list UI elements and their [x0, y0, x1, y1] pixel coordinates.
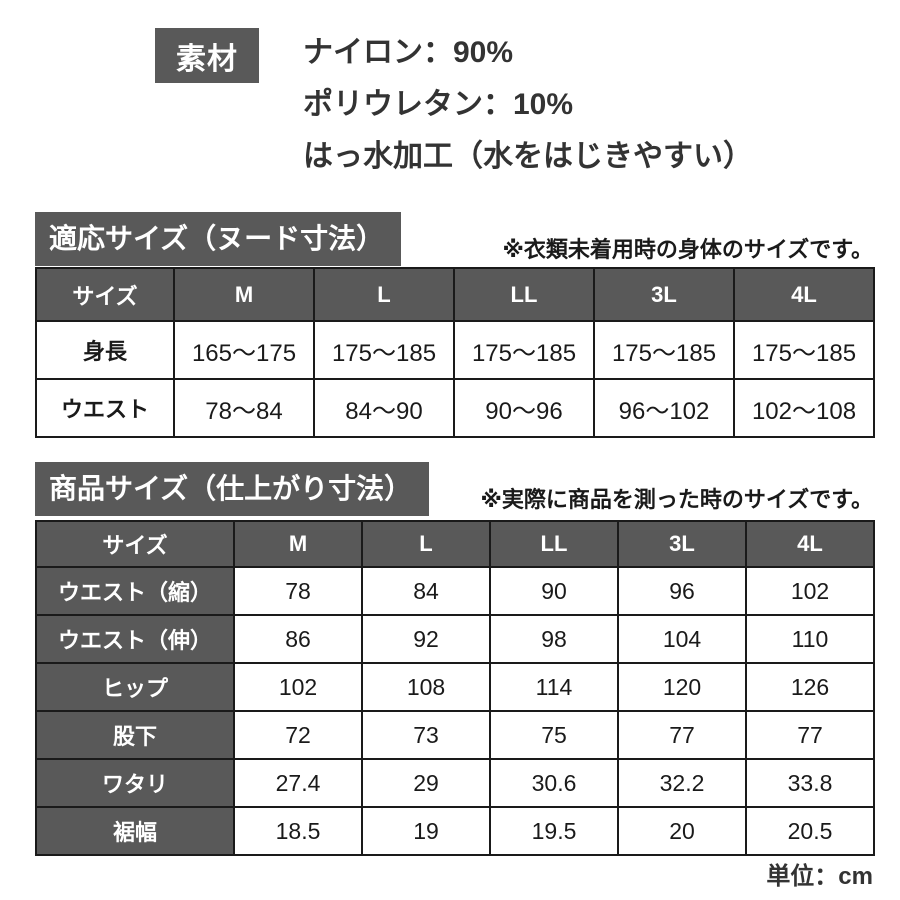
value-cell: 32.2	[617, 758, 747, 808]
value-cell: 78	[233, 566, 363, 616]
column-header-3l: 3L	[617, 520, 747, 568]
value-cell: 110	[745, 614, 875, 664]
table-row-waist: ウエスト 78～84 84～90 90～96 96～102 102～108	[35, 378, 875, 438]
table-row-height: 身長 165～175 175～185 175～185 175～185 175～1…	[35, 320, 875, 380]
value-cell: 84	[361, 566, 491, 616]
value-cell: 86	[233, 614, 363, 664]
value-cell: 33.8	[745, 758, 875, 808]
column-header-ll: LL	[489, 520, 619, 568]
row-label-waist-stretched: ウエスト（伸）	[35, 614, 235, 664]
value-cell: 73	[361, 710, 491, 760]
column-header-4l: 4L	[745, 520, 875, 568]
column-header-3l: 3L	[593, 267, 735, 322]
column-header-size: サイズ	[35, 520, 235, 568]
value-cell: 96	[617, 566, 747, 616]
value-cell: 126	[745, 662, 875, 712]
column-header-m: M	[233, 520, 363, 568]
product-size-table: サイズ M L LL 3L 4L ウエスト（縮） 78 84 90 96 102…	[35, 520, 875, 856]
value-cell: 175～185	[453, 320, 595, 380]
value-cell: 108	[361, 662, 491, 712]
unit-note: 単位：cm	[766, 863, 873, 890]
column-header-l: L	[313, 267, 455, 322]
column-header-4l: 4L	[733, 267, 875, 322]
product-size-section-note: ※実際に商品を測った時のサイズです。	[480, 487, 873, 512]
value-cell: 19.5	[489, 806, 619, 856]
value-cell: 114	[489, 662, 619, 712]
value-cell: 102～108	[733, 378, 875, 438]
table-row-inseam: 股下 72 73 75 77 77	[35, 710, 875, 760]
row-label-thigh-width: ワタリ	[35, 758, 235, 808]
material-line-polyurethane: ポリウレタン：10%	[303, 88, 574, 121]
row-label-hip: ヒップ	[35, 662, 235, 712]
row-label-height: 身長	[35, 320, 175, 380]
nude-size-section-note: ※衣類未着用時の身体のサイズです。	[502, 237, 873, 262]
value-cell: 20.5	[745, 806, 875, 856]
value-cell: 90	[489, 566, 619, 616]
value-cell: 96～102	[593, 378, 735, 438]
value-cell: 20	[617, 806, 747, 856]
material-line-nylon: ナイロン：90%	[303, 36, 514, 69]
material-line-water-repellent: はっ水加工（水をはじきやすい）	[303, 140, 753, 173]
value-cell: 92	[361, 614, 491, 664]
value-cell: 29	[361, 758, 491, 808]
product-size-section-title: 商品サイズ（仕上がり寸法）	[35, 462, 430, 516]
value-cell: 19	[361, 806, 491, 856]
value-cell: 98	[489, 614, 619, 664]
value-cell: 175～185	[313, 320, 455, 380]
nude-size-table: サイズ M L LL 3L 4L 身長 165～175 175～185 175～…	[35, 267, 875, 438]
value-cell: 27.4	[233, 758, 363, 808]
table-row-waist-stretched: ウエスト（伸） 86 92 98 104 110	[35, 614, 875, 664]
column-header-m: M	[173, 267, 315, 322]
nude-size-section-title: 適応サイズ（ヌード寸法）	[35, 212, 402, 266]
material-lines: ナイロン：90% ポリウレタン：10% はっ水加工（水をはじきやすい）	[303, 28, 753, 175]
column-header-size: サイズ	[35, 267, 175, 322]
table-row-thigh-width: ワタリ 27.4 29 30.6 32.2 33.8	[35, 758, 875, 808]
nude-size-header-row: サイズ M L LL 3L 4L	[35, 267, 875, 322]
product-size-title-row: 商品サイズ（仕上がり寸法） ※実際に商品を測った時のサイズです。	[35, 462, 873, 516]
value-cell: 72	[233, 710, 363, 760]
value-cell: 165～175	[173, 320, 315, 380]
column-header-l: L	[361, 520, 491, 568]
column-header-ll: LL	[453, 267, 595, 322]
nude-size-title-row: 適応サイズ（ヌード寸法） ※衣類未着用時の身体のサイズです。	[35, 212, 873, 266]
value-cell: 78～84	[173, 378, 315, 438]
row-label-inseam: 股下	[35, 710, 235, 760]
material-label-badge: 素材	[155, 28, 259, 83]
value-cell: 102	[745, 566, 875, 616]
value-cell: 102	[233, 662, 363, 712]
product-size-header-row: サイズ M L LL 3L 4L	[35, 520, 875, 568]
material-section: 素材 ナイロン：90% ポリウレタン：10% はっ水加工（水をはじきやすい）	[155, 28, 753, 175]
value-cell: 120	[617, 662, 747, 712]
table-row-hem-width: 裾幅 18.5 19 19.5 20 20.5	[35, 806, 875, 856]
value-cell: 30.6	[489, 758, 619, 808]
value-cell: 77	[617, 710, 747, 760]
value-cell: 104	[617, 614, 747, 664]
table-row-waist-contracted: ウエスト（縮） 78 84 90 96 102	[35, 566, 875, 616]
row-label-waist: ウエスト	[35, 378, 175, 438]
value-cell: 175～185	[733, 320, 875, 380]
value-cell: 175～185	[593, 320, 735, 380]
table-row-hip: ヒップ 102 108 114 120 126	[35, 662, 875, 712]
value-cell: 84～90	[313, 378, 455, 438]
row-label-hem-width: 裾幅	[35, 806, 235, 856]
value-cell: 18.5	[233, 806, 363, 856]
value-cell: 75	[489, 710, 619, 760]
value-cell: 90～96	[453, 378, 595, 438]
value-cell: 77	[745, 710, 875, 760]
row-label-waist-contracted: ウエスト（縮）	[35, 566, 235, 616]
